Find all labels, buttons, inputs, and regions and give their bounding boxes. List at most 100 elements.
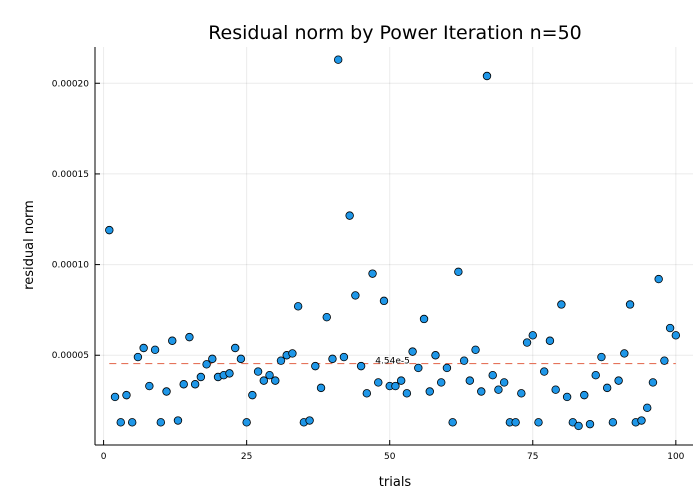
data-point <box>162 387 171 396</box>
axes <box>94 47 693 446</box>
data-point <box>494 385 503 394</box>
data-point <box>248 390 257 400</box>
data-point <box>499 378 509 387</box>
data-point <box>168 336 177 345</box>
data-point <box>557 300 566 309</box>
data-point <box>431 351 440 360</box>
chart-title: Residual norm by Power Iteration n=50 <box>208 22 582 44</box>
data-point <box>602 383 612 393</box>
data-point <box>305 416 314 425</box>
y-tick-label: 0.00020 <box>52 79 89 89</box>
data-point <box>465 376 475 385</box>
data-point <box>471 345 480 355</box>
data-point <box>122 390 131 400</box>
data-point <box>145 381 154 391</box>
data-point <box>356 361 366 371</box>
data-point <box>202 360 211 369</box>
data-point <box>236 354 246 364</box>
data-point <box>242 418 251 427</box>
data-point <box>231 343 240 353</box>
data-point <box>339 352 349 362</box>
data-point <box>608 418 618 427</box>
data-point <box>614 376 623 385</box>
data-point <box>637 416 646 425</box>
x-tick-label: 0 <box>101 452 107 462</box>
data-point <box>648 378 658 387</box>
data-point <box>391 381 400 391</box>
data-point <box>454 267 463 277</box>
data-point <box>620 349 629 358</box>
y-tick-label: 0.00015 <box>52 170 89 180</box>
data-point <box>196 372 206 382</box>
data-points <box>105 55 681 431</box>
data-point <box>311 361 320 371</box>
data-point <box>585 419 595 429</box>
data-point <box>253 367 263 376</box>
data-point <box>528 331 537 340</box>
x-axis-ticks: 0 25 50 75 100 <box>101 440 685 462</box>
data-point <box>351 291 360 300</box>
data-point <box>414 363 423 373</box>
data-point <box>660 356 669 365</box>
mean-label: 4.54e-5 <box>375 357 410 367</box>
data-point <box>379 296 389 306</box>
data-point <box>402 389 412 398</box>
data-point <box>110 392 120 402</box>
grid-lines <box>95 47 693 445</box>
data-point <box>133 352 143 362</box>
data-point <box>105 225 114 235</box>
data-point <box>643 403 652 413</box>
data-point <box>293 302 303 311</box>
data-point <box>488 370 497 380</box>
data-point <box>574 421 583 431</box>
data-point <box>179 380 188 389</box>
data-point <box>362 389 372 398</box>
data-point <box>265 370 274 380</box>
x-tick-label: 100 <box>667 452 684 462</box>
data-point <box>517 389 526 398</box>
data-point <box>459 356 469 365</box>
data-point <box>116 418 125 427</box>
data-point <box>511 418 520 427</box>
data-point <box>127 418 137 427</box>
data-point <box>322 312 331 322</box>
data-point <box>522 338 532 347</box>
data-point <box>156 418 166 427</box>
data-point <box>271 376 280 385</box>
data-point <box>139 343 148 353</box>
data-point <box>591 370 600 380</box>
data-point <box>625 300 635 309</box>
data-point <box>448 418 457 427</box>
data-point <box>671 331 681 340</box>
data-point <box>654 274 663 284</box>
data-point <box>328 354 337 364</box>
data-point <box>150 345 160 355</box>
data-point <box>442 363 452 373</box>
data-point <box>580 390 589 400</box>
data-point <box>190 380 200 389</box>
mean-line-group: 4.54e-5 <box>109 357 676 367</box>
data-point <box>316 383 326 393</box>
data-point <box>540 367 549 376</box>
y-axis-label: residual norm <box>22 200 37 290</box>
y-tick-label: 0.00005 <box>52 351 89 361</box>
data-point <box>425 387 434 396</box>
data-point <box>225 369 234 378</box>
data-point <box>408 347 417 356</box>
data-point <box>208 354 217 364</box>
data-point <box>259 376 269 385</box>
data-point <box>545 336 555 345</box>
data-point <box>551 385 560 394</box>
data-point <box>334 55 343 64</box>
data-point <box>437 378 446 387</box>
data-point <box>482 71 492 81</box>
data-point <box>562 392 572 402</box>
data-point <box>419 314 429 324</box>
data-point <box>396 376 406 385</box>
data-point <box>597 352 606 362</box>
data-point <box>534 418 543 427</box>
data-point <box>288 349 297 358</box>
data-point <box>276 356 286 365</box>
data-point <box>345 211 354 220</box>
